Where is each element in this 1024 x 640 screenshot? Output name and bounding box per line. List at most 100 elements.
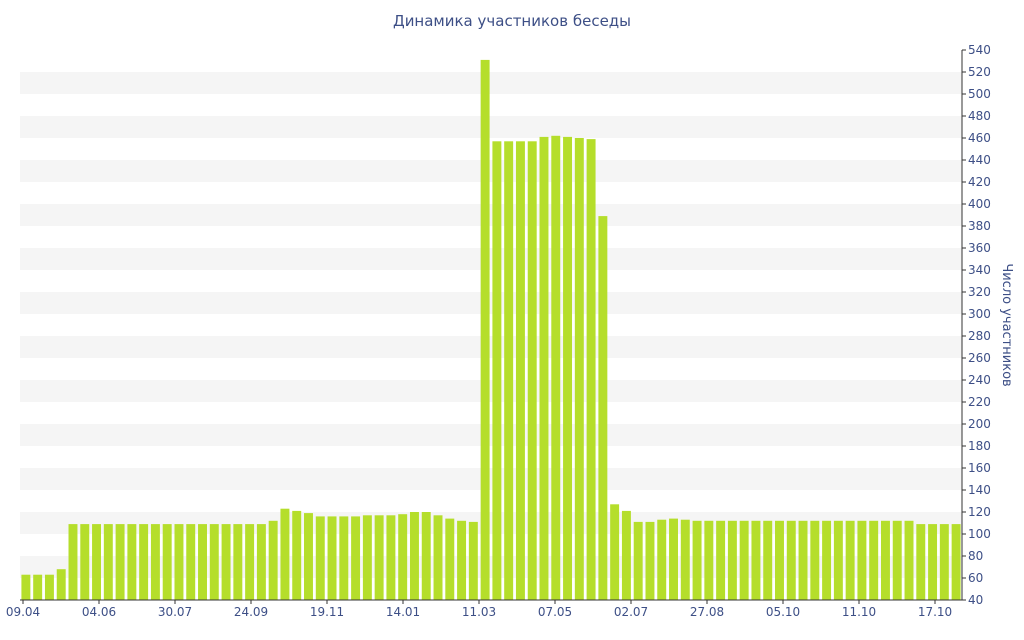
grid-band — [20, 248, 962, 270]
bar — [292, 510, 302, 600]
bar — [256, 524, 266, 600]
bar — [704, 520, 714, 600]
bar — [480, 59, 490, 600]
bar — [421, 512, 431, 600]
bar — [798, 520, 808, 600]
y-tick-label: 320 — [968, 285, 991, 299]
y-axis-ticks: 40 60 80 100 120 140 160 180 200 220 240 260 280 300 3… — [962, 43, 991, 607]
bar — [775, 520, 784, 600]
y-tick-label: 340 — [968, 263, 991, 277]
x-tick-label: 05.10 — [766, 605, 800, 619]
bar — [586, 139, 596, 600]
bar — [150, 524, 160, 600]
x-tick-label: 07.05 — [538, 605, 572, 619]
bar — [904, 520, 914, 600]
bar — [209, 524, 219, 600]
x-tick-label: 27.08 — [690, 605, 724, 619]
bar — [21, 574, 31, 600]
bar — [221, 524, 231, 600]
y-tick-label: 140 — [968, 483, 991, 497]
y-tick-label: 360 — [968, 241, 991, 255]
bar — [162, 524, 172, 600]
x-tick-label: 11.10 — [842, 605, 876, 619]
y-tick-label: 500 — [968, 87, 991, 101]
background-bands — [20, 72, 962, 578]
bar — [127, 524, 137, 600]
bar — [539, 136, 549, 600]
bar — [716, 520, 726, 600]
bar — [339, 516, 349, 600]
bar — [574, 138, 584, 600]
bar — [374, 515, 384, 600]
grid-band — [20, 160, 962, 182]
bar — [763, 520, 773, 600]
bar — [280, 508, 290, 600]
bar — [645, 521, 655, 600]
bar — [139, 524, 149, 600]
bar — [669, 518, 678, 600]
bar — [845, 520, 855, 600]
bar — [386, 515, 396, 600]
bar — [633, 521, 643, 600]
bars — [21, 59, 961, 601]
bar — [186, 524, 196, 600]
bar — [857, 520, 867, 600]
bar — [551, 135, 561, 601]
y-tick-label: 180 — [968, 439, 991, 453]
bar — [786, 520, 796, 600]
x-axis-ticks: 09.04 04.06 30.07 24.09 19.11 14.01 11.03 07.05… — [6, 600, 952, 619]
bar — [739, 520, 749, 600]
bar — [504, 141, 514, 601]
bar — [869, 520, 879, 600]
y-tick-label: 200 — [968, 417, 991, 431]
bar — [68, 524, 78, 600]
grid-band — [20, 468, 962, 490]
grid-band — [20, 556, 962, 578]
x-tick-label: 09.04 — [6, 605, 40, 619]
bar — [268, 520, 278, 600]
bar — [304, 513, 313, 600]
x-tick-label: 02.07 — [614, 605, 648, 619]
y-tick-label: 400 — [968, 197, 991, 211]
y-tick-label: 300 — [968, 307, 991, 321]
bar — [822, 520, 832, 600]
grid-band — [20, 336, 962, 358]
bar — [44, 574, 54, 600]
y-tick-label: 240 — [968, 373, 991, 387]
bar — [833, 520, 843, 600]
y-tick-label: 160 — [968, 461, 991, 475]
bar — [445, 518, 455, 600]
grid-band — [20, 72, 962, 94]
grid-band — [20, 512, 962, 534]
bar — [351, 516, 361, 600]
bar — [810, 520, 820, 600]
x-tick-label: 19.11 — [310, 605, 344, 619]
bar — [315, 516, 325, 600]
x-tick-label: 30.07 — [158, 605, 192, 619]
x-tick-label: 11.03 — [462, 605, 496, 619]
bar — [892, 520, 902, 600]
bar — [409, 512, 419, 600]
bar — [751, 520, 761, 600]
bar — [245, 524, 255, 600]
bar — [657, 519, 667, 600]
bar — [692, 520, 702, 600]
x-tick-label: 04.06 — [82, 605, 116, 619]
bar — [621, 510, 631, 600]
bar — [598, 216, 608, 600]
bar — [233, 524, 243, 600]
grid-band — [20, 380, 962, 402]
y-tick-label: 40 — [968, 593, 983, 607]
bar — [56, 569, 66, 600]
bar — [939, 524, 949, 600]
y-tick-label: 480 — [968, 109, 991, 123]
bar — [33, 574, 43, 600]
y-tick-label: 260 — [968, 351, 991, 365]
y-tick-label: 520 — [968, 65, 991, 79]
y-tick-label: 120 — [968, 505, 991, 519]
bar — [398, 514, 408, 600]
grid-band — [20, 292, 962, 314]
y-tick-label: 100 — [968, 527, 991, 541]
